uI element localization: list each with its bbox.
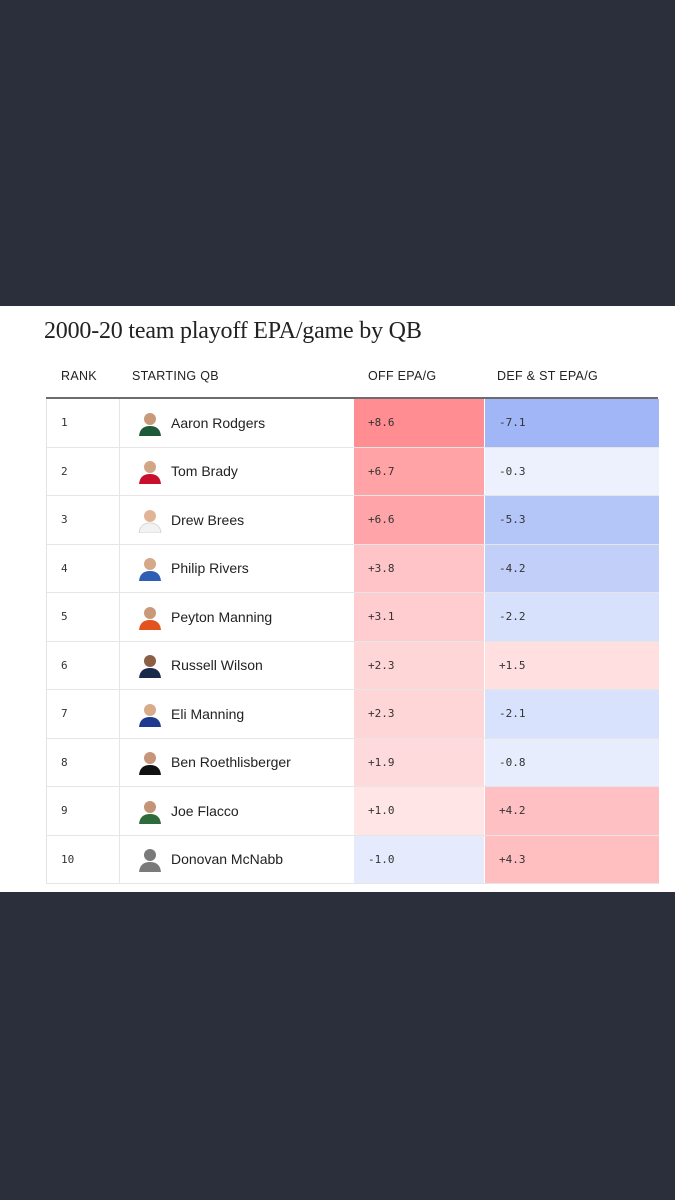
qb-name: Peyton Manning xyxy=(171,608,273,625)
table-row: 2 Tom Brady +6.7 -0.3 xyxy=(47,447,659,496)
qb-cell: Peyton Manning xyxy=(120,593,354,641)
qb-name: Eli Manning xyxy=(171,705,245,722)
header-def-st-epa: DEF & ST EPA/G xyxy=(497,369,598,383)
qb-cell: Eli Manning xyxy=(120,690,354,738)
rank-cell: 7 xyxy=(47,690,120,738)
off-epa-cell: +6.6 xyxy=(354,496,485,544)
off-epa-cell: +3.1 xyxy=(354,593,485,641)
qb-name: Russell Wilson xyxy=(171,657,263,674)
def-epa-cell: -7.1 xyxy=(485,399,659,447)
off-epa-cell: +1.0 xyxy=(354,787,485,835)
rank-cell: 9 xyxy=(47,787,120,835)
player-headshot-icon xyxy=(139,800,161,824)
qb-cell: Drew Brees xyxy=(120,496,354,544)
off-epa-cell: +3.8 xyxy=(354,544,485,592)
def-epa-cell: +4.3 xyxy=(485,835,659,883)
header-rank: RANK xyxy=(61,369,97,383)
player-headshot-icon xyxy=(139,606,161,630)
def-epa-cell: -0.8 xyxy=(485,738,659,786)
rank-cell: 4 xyxy=(47,544,120,592)
rank-cell: 6 xyxy=(47,641,120,689)
header-off-epa: OFF EPA/G xyxy=(368,369,437,383)
def-epa-cell: -4.2 xyxy=(485,544,659,592)
player-silhouette-icon xyxy=(139,849,161,873)
table-card: 2000-20 team playoff EPA/game by QB RANK… xyxy=(0,306,675,892)
def-epa-cell: -2.1 xyxy=(485,690,659,738)
qb-name: Ben Roethlisberger xyxy=(171,754,291,771)
chart-title: 2000-20 team playoff EPA/game by QB xyxy=(44,318,422,344)
off-epa-cell: +1.9 xyxy=(354,738,485,786)
rank-cell: 2 xyxy=(47,447,120,495)
rank-cell: 8 xyxy=(47,738,120,786)
header-divider xyxy=(46,397,658,399)
table-row: 7 Eli Manning +2.3 -2.1 xyxy=(47,690,659,739)
player-headshot-icon xyxy=(139,703,161,727)
player-headshot-icon xyxy=(139,655,161,679)
off-epa-cell: +6.7 xyxy=(354,447,485,495)
qb-cell: Ben Roethlisberger xyxy=(120,739,354,787)
table-row: 8 Ben Roethlisberger +1.9 -0.8 xyxy=(47,738,659,787)
rank-cell: 1 xyxy=(47,399,120,447)
table-row: 10 Donovan McNabb -1.0 +4.3 xyxy=(47,835,659,884)
off-epa-cell: +8.6 xyxy=(354,399,485,447)
table-row: 4 Philip Rivers +3.8 -4.2 xyxy=(47,544,659,593)
qb-cell: Russell Wilson xyxy=(120,642,354,690)
qb-name: Donovan McNabb xyxy=(171,851,284,868)
table-body: 1 Aaron Rodgers +8.6 -7.1 2 Tom Brady +6… xyxy=(46,399,659,884)
player-headshot-icon xyxy=(139,412,161,436)
table-row: 3 Drew Brees +6.6 -5.3 xyxy=(47,496,659,545)
rank-cell: 10 xyxy=(47,835,120,883)
player-headshot-icon xyxy=(139,752,161,776)
qb-name: Philip Rivers xyxy=(171,560,249,577)
off-epa-cell: +2.3 xyxy=(354,641,485,689)
qb-cell: Donovan McNabb xyxy=(120,836,354,884)
player-headshot-icon xyxy=(138,509,162,533)
rank-cell: 5 xyxy=(47,593,120,641)
def-epa-cell: +4.2 xyxy=(485,787,659,835)
def-epa-cell: -2.2 xyxy=(485,593,659,641)
qb-name: Tom Brady xyxy=(171,463,238,480)
qb-name: Drew Brees xyxy=(171,511,245,528)
qb-name: Joe Flacco xyxy=(171,802,239,819)
header-starting-qb: STARTING QB xyxy=(132,369,219,383)
table-row: 1 Aaron Rodgers +8.6 -7.1 xyxy=(47,399,659,448)
qb-cell: Tom Brady xyxy=(120,448,354,496)
player-headshot-icon xyxy=(139,461,161,485)
qb-cell: Joe Flacco xyxy=(120,787,354,835)
def-epa-cell: -0.3 xyxy=(485,447,659,495)
table-row: 5 Peyton Manning +3.1 -2.2 xyxy=(47,593,659,642)
qb-cell: Aaron Rodgers xyxy=(120,399,354,447)
off-epa-cell: +2.3 xyxy=(354,690,485,738)
def-epa-cell: -5.3 xyxy=(485,496,659,544)
off-epa-cell: -1.0 xyxy=(354,835,485,883)
table-row: 9 Joe Flacco +1.0 +4.2 xyxy=(47,787,659,836)
rank-cell: 3 xyxy=(47,496,120,544)
player-headshot-icon xyxy=(139,558,161,582)
qb-name: Aaron Rodgers xyxy=(171,414,266,431)
qb-cell: Philip Rivers xyxy=(120,545,354,593)
def-epa-cell: +1.5 xyxy=(485,641,659,689)
table-row: 6 Russell Wilson +2.3 +1.5 xyxy=(47,641,659,690)
